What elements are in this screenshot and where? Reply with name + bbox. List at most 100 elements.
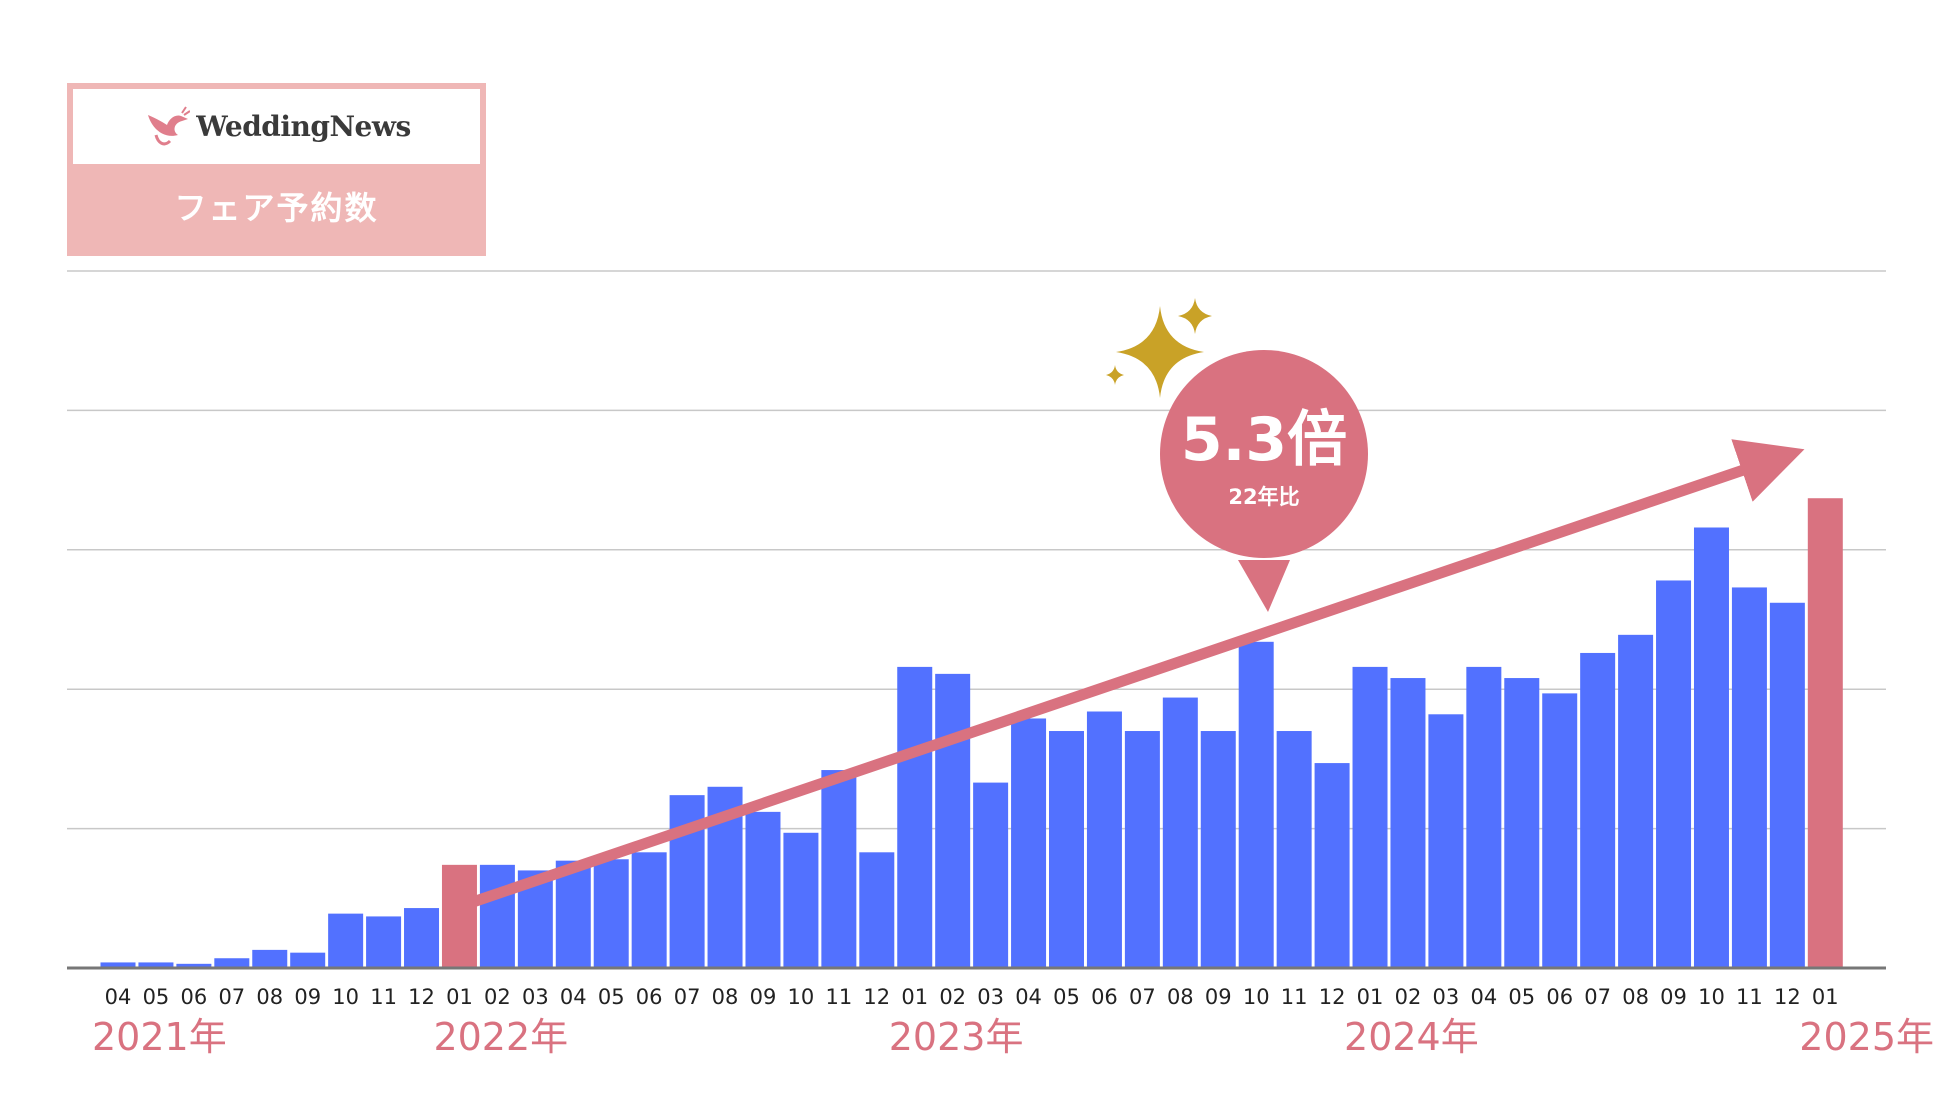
tick-label-8: 12 [408, 985, 435, 1009]
bar-6 [328, 913, 364, 968]
tick-label-17: 09 [750, 985, 777, 1009]
tick-label-39: 07 [1584, 985, 1611, 1009]
tick-label-36: 04 [1470, 985, 1497, 1009]
bar-36 [1466, 666, 1502, 968]
bar-38 [1542, 693, 1578, 968]
bar-28 [1162, 697, 1198, 968]
bar-31 [1276, 731, 1312, 968]
tick-label-37: 05 [1508, 985, 1535, 1009]
callout-value: 5.3倍 [1181, 405, 1347, 475]
callout-sub: 22年比 [1228, 485, 1299, 509]
tick-label-35: 03 [1433, 985, 1460, 1009]
tick-label-16: 08 [712, 985, 739, 1009]
tick-label-26: 06 [1091, 985, 1118, 1009]
bar-32 [1314, 763, 1350, 968]
bar-4 [252, 949, 288, 968]
tick-label-38: 06 [1546, 985, 1573, 1009]
callout-bubble: 5.3倍 22年比 [1160, 350, 1368, 612]
tick-label-6: 10 [332, 985, 359, 1009]
tick-label-40: 08 [1622, 985, 1649, 1009]
tick-label-31: 11 [1281, 985, 1308, 1009]
tick-label-7: 11 [370, 985, 397, 1009]
tick-label-14: 06 [636, 985, 663, 1009]
tick-label-43: 11 [1736, 985, 1763, 1009]
tick-label-45: 01 [1812, 985, 1839, 1009]
bar-22 [935, 673, 971, 968]
bar-29 [1200, 731, 1236, 968]
tick-label-28: 08 [1167, 985, 1194, 1009]
tick-label-9: 01 [446, 985, 473, 1009]
tick-label-41: 09 [1660, 985, 1687, 1009]
tick-label-3: 07 [218, 985, 245, 1009]
bar-25 [1049, 731, 1084, 968]
bar-39 [1580, 652, 1616, 968]
tick-label-23: 03 [977, 985, 1004, 1009]
sparkle-icon [1106, 298, 1212, 398]
year-label-3: 2024年 [1344, 1015, 1479, 1059]
bar-1 [138, 962, 174, 968]
tick-label-1: 05 [143, 985, 170, 1009]
trend-arrow [461, 439, 1805, 910]
tick-label-20: 12 [863, 985, 890, 1009]
year-label-2: 2023年 [889, 1015, 1024, 1059]
tick-label-2: 06 [181, 985, 208, 1009]
logo-inner: WeddingNews [73, 89, 480, 164]
tick-label-19: 11 [825, 985, 852, 1009]
tick-label-4: 08 [256, 985, 283, 1009]
callout-circle [1160, 350, 1368, 558]
bar-12 [555, 860, 591, 968]
bar-27 [1124, 731, 1160, 968]
bar-8 [404, 908, 440, 968]
bar-19 [821, 770, 857, 968]
bar-2 [176, 963, 212, 968]
bar-37 [1504, 678, 1540, 968]
bar-35 [1428, 714, 1464, 968]
bar-13 [593, 859, 629, 968]
bar-10 [479, 864, 515, 968]
bar-18 [783, 832, 819, 968]
bar-7 [366, 916, 402, 968]
tick-label-18: 10 [788, 985, 815, 1009]
bar-3 [214, 958, 250, 968]
tick-label-30: 10 [1243, 985, 1270, 1009]
bar-41 [1656, 580, 1692, 968]
year-labels: 2021年 2022年 2023年 2024年 2025年 [92, 1015, 1934, 1059]
chart-subtitle: フェア予約数 [174, 189, 379, 227]
tick-label-22: 02 [939, 985, 966, 1009]
bar-23 [973, 782, 1009, 968]
bar-42 [1693, 527, 1729, 968]
bar-21 [897, 666, 933, 968]
year-label-1: 2022年 [433, 1015, 568, 1059]
tick-label-12: 04 [560, 985, 587, 1009]
bar-20 [859, 852, 895, 968]
bar-40 [1618, 634, 1654, 968]
bar-44 [1769, 602, 1805, 968]
tick-label-33: 01 [1357, 985, 1384, 1009]
tick-label-44: 12 [1774, 985, 1801, 1009]
year-label-0: 2021年 [92, 1015, 227, 1059]
bar-17 [745, 811, 781, 968]
bar-5 [290, 952, 326, 968]
bar-33 [1352, 666, 1388, 968]
logo-box: WeddingNews フェア予約数 [67, 83, 486, 256]
brand-name: WeddingNews [196, 110, 411, 143]
tick-label-5: 09 [294, 985, 321, 1009]
bar-43 [1731, 587, 1767, 968]
tick-label-15: 07 [674, 985, 701, 1009]
bar-14 [631, 852, 667, 968]
dove-icon [148, 105, 191, 145]
tick-label-24: 04 [1015, 985, 1042, 1009]
bars [100, 498, 1843, 968]
tick-label-25: 05 [1053, 985, 1080, 1009]
tick-label-21: 01 [901, 985, 928, 1009]
bar-9 [441, 864, 477, 968]
tick-labels: 04 05 06 07 08 09 10 11 12 01 02 03 04 05 06 07 08 09 10 11… [105, 985, 1839, 1009]
bar-24 [1011, 718, 1047, 968]
tick-label-10: 02 [484, 985, 511, 1009]
year-label-4: 2025年 [1799, 1015, 1934, 1059]
tick-label-34: 02 [1395, 985, 1422, 1009]
tick-label-29: 09 [1205, 985, 1232, 1009]
tick-label-13: 05 [598, 985, 625, 1009]
tick-label-0: 04 [105, 985, 132, 1009]
